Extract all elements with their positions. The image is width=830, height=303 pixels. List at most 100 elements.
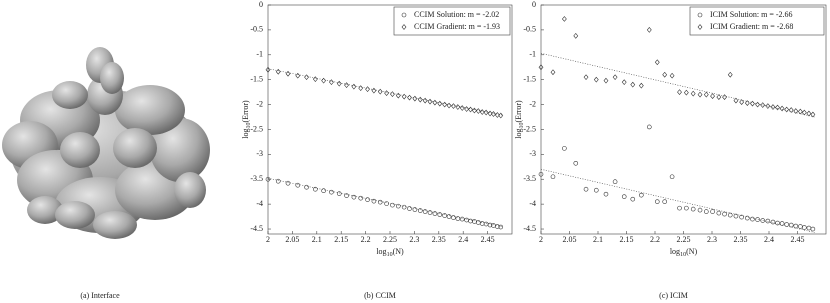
- data-point: [313, 186, 318, 192]
- data-point: [806, 225, 812, 231]
- x-axis-label-part: log: [670, 247, 680, 256]
- x-axis-label-part: (N): [686, 247, 697, 256]
- y-tick-label: -4: [529, 199, 536, 208]
- data-point: [697, 207, 703, 213]
- data-point: [745, 215, 750, 221]
- x-tick-label: 2.3: [409, 235, 419, 244]
- data-point: [312, 76, 318, 83]
- data-point: [495, 224, 500, 229]
- x-tick-label: 2.25: [383, 235, 397, 244]
- data-point: [412, 95, 418, 102]
- data-point: [336, 191, 342, 196]
- data-point: [295, 182, 301, 188]
- data-point: [455, 104, 461, 110]
- data-point: [395, 92, 401, 99]
- data-point: [498, 112, 504, 119]
- data-point: [417, 208, 423, 213]
- data-point: [797, 108, 803, 115]
- data-point: [793, 108, 799, 114]
- data-point: [703, 91, 709, 98]
- data-point: [265, 176, 271, 182]
- data-point: [351, 194, 357, 200]
- data-point: [265, 66, 271, 73]
- data-point: [487, 110, 493, 117]
- data-point: [806, 110, 812, 117]
- x-tick-label: 2.15: [334, 235, 348, 244]
- legend-label: ICIM Solution: m = -2.66: [710, 10, 793, 19]
- data-point: [371, 87, 377, 94]
- data-point: [638, 82, 644, 89]
- data-point: [329, 189, 334, 195]
- data-point: [750, 216, 755, 222]
- data-point: [710, 93, 715, 99]
- data-point: [358, 195, 364, 201]
- data-point: [550, 174, 556, 180]
- data-point: [407, 94, 412, 101]
- y-tick-label: -4: [256, 199, 263, 208]
- x-axis-label: log10(N): [670, 247, 698, 259]
- data-point: [760, 218, 766, 223]
- data-point: [784, 222, 789, 227]
- data-point: [472, 107, 477, 114]
- y-tick-label: -3.5: [250, 174, 263, 183]
- x-tick-label: 2.4: [458, 235, 468, 244]
- data-point: [538, 171, 544, 177]
- data-point: [401, 204, 407, 210]
- data-point: [351, 83, 357, 90]
- data-point: [621, 194, 627, 199]
- legend-box: [689, 6, 825, 36]
- data-point: [750, 100, 755, 107]
- data-point: [377, 199, 383, 205]
- data-point: [422, 97, 428, 104]
- y-tick-label: -1.5: [523, 75, 536, 84]
- data-point: [646, 27, 652, 33]
- data-point: [755, 101, 760, 108]
- data-point: [358, 85, 364, 92]
- data-point: [432, 99, 438, 106]
- legend-marker: [401, 24, 407, 30]
- data-point: [583, 186, 589, 192]
- data-point: [677, 89, 682, 95]
- panel-caption: (b) CCIM: [364, 291, 396, 300]
- data-point: [384, 90, 389, 96]
- x-tick-label: 2.45: [481, 235, 495, 244]
- data-point: [784, 106, 790, 113]
- x-tick-label: 2.05: [285, 235, 299, 244]
- x-tick-label: 2.15: [620, 235, 634, 244]
- data-point: [446, 102, 452, 109]
- legend-label: ICIM Gradient: m = -2.68: [710, 22, 793, 31]
- data-point: [304, 74, 309, 81]
- data-point: [593, 76, 599, 83]
- data-point: [483, 109, 489, 116]
- data-point: [446, 214, 452, 219]
- legend-marker: [401, 12, 407, 18]
- data-point: [475, 108, 481, 114]
- data-point: [412, 207, 418, 212]
- x-tick-label: 2.25: [677, 235, 691, 244]
- data-point: [583, 74, 589, 81]
- data-point: [775, 220, 780, 226]
- legend-marker: [697, 12, 703, 18]
- data-point: [459, 216, 465, 222]
- y-tick-label: -3: [529, 149, 536, 158]
- data-point: [275, 178, 281, 184]
- x-axis-label-part: 10: [387, 252, 393, 258]
- data-point: [451, 103, 456, 109]
- y-tick-label: -0.5: [523, 25, 536, 34]
- data-point: [612, 179, 618, 185]
- data-point: [464, 106, 470, 112]
- y-tick-label: -2.5: [250, 124, 263, 133]
- data-point: [329, 79, 334, 86]
- data-point: [464, 217, 469, 223]
- x-axis-label-part: (N): [393, 247, 404, 256]
- data-point: [775, 104, 780, 111]
- data-point: [669, 72, 675, 79]
- data-point: [476, 220, 481, 225]
- data-point: [407, 206, 412, 211]
- data-point: [630, 81, 636, 88]
- data-point: [442, 101, 448, 108]
- data-point: [744, 100, 750, 106]
- data-point: [455, 216, 461, 221]
- legend-box: [393, 6, 511, 36]
- interface-render: [2, 47, 210, 239]
